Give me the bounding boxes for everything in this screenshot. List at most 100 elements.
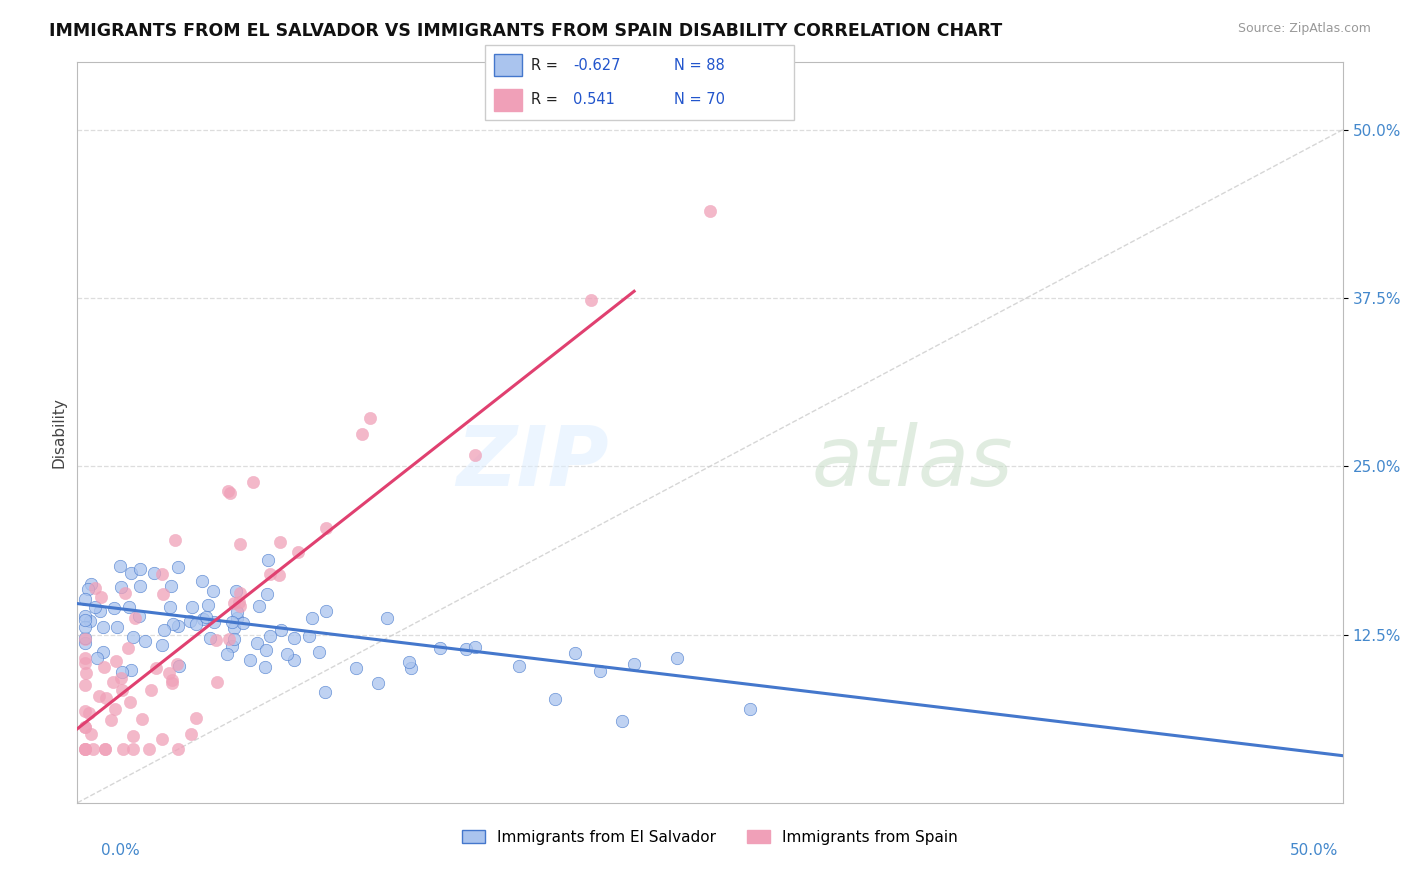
- Text: IMMIGRANTS FROM EL SALVADOR VS IMMIGRANTS FROM SPAIN DISABILITY CORRELATION CHAR: IMMIGRANTS FROM EL SALVADOR VS IMMIGRANT…: [49, 22, 1002, 40]
- Point: [104, 654, 127, 668]
- Point: [167, 619, 190, 633]
- Y-axis label: Disability: Disability: [51, 397, 66, 468]
- Point: [464, 448, 486, 462]
- Point: [122, 729, 145, 743]
- Point: [301, 611, 323, 625]
- Point: [270, 623, 292, 637]
- Point: [464, 640, 486, 655]
- Point: [239, 653, 262, 667]
- Point: [202, 615, 225, 630]
- Point: [82, 742, 104, 756]
- Point: [610, 714, 633, 728]
- Point: [73, 620, 96, 634]
- Point: [73, 636, 96, 650]
- Point: [184, 711, 207, 725]
- Point: [73, 678, 96, 692]
- Point: [200, 632, 222, 646]
- Point: [90, 590, 112, 604]
- Point: [186, 617, 208, 632]
- Point: [195, 610, 218, 624]
- Point: [429, 640, 451, 655]
- FancyBboxPatch shape: [485, 45, 794, 120]
- Point: [344, 661, 367, 675]
- Point: [579, 293, 602, 308]
- Text: N = 70: N = 70: [673, 93, 724, 107]
- Point: [162, 676, 184, 690]
- Point: [77, 582, 100, 597]
- Point: [89, 604, 111, 618]
- Point: [153, 623, 176, 637]
- Point: [86, 651, 108, 665]
- Point: [508, 659, 530, 673]
- Point: [138, 742, 160, 756]
- Point: [134, 633, 156, 648]
- Point: [242, 475, 264, 490]
- Point: [100, 713, 122, 727]
- Point: [215, 648, 238, 662]
- Text: -0.627: -0.627: [574, 58, 620, 72]
- Point: [259, 566, 281, 581]
- Point: [283, 631, 305, 645]
- Point: [247, 599, 270, 613]
- Point: [167, 658, 190, 673]
- Point: [73, 591, 96, 606]
- Point: [699, 203, 721, 218]
- Point: [308, 645, 330, 659]
- Point: [287, 545, 309, 559]
- Point: [120, 663, 142, 677]
- Point: [121, 630, 143, 644]
- Point: [166, 657, 188, 671]
- Point: [80, 727, 103, 741]
- Point: [254, 643, 277, 657]
- Point: [229, 599, 252, 613]
- Point: [197, 598, 219, 612]
- Point: [91, 620, 114, 634]
- Point: [167, 742, 190, 756]
- Text: N = 88: N = 88: [673, 58, 724, 72]
- Point: [267, 567, 290, 582]
- Point: [315, 521, 337, 535]
- Point: [73, 720, 96, 734]
- Point: [221, 639, 243, 653]
- Point: [159, 599, 181, 614]
- Point: [145, 660, 167, 674]
- Point: [75, 665, 97, 680]
- Point: [399, 661, 422, 675]
- Point: [205, 632, 228, 647]
- Point: [221, 615, 243, 629]
- Point: [120, 695, 142, 709]
- Point: [91, 645, 114, 659]
- Text: ZIP: ZIP: [456, 422, 609, 503]
- Point: [738, 702, 761, 716]
- Point: [167, 559, 190, 574]
- Point: [224, 596, 246, 610]
- Point: [226, 605, 249, 619]
- Point: [73, 651, 96, 665]
- Point: [254, 660, 277, 674]
- Point: [152, 587, 174, 601]
- Point: [73, 632, 96, 646]
- Point: [564, 646, 586, 660]
- Point: [246, 635, 269, 649]
- Point: [352, 426, 374, 441]
- Point: [83, 581, 105, 595]
- Point: [103, 601, 125, 615]
- FancyBboxPatch shape: [495, 54, 522, 77]
- Point: [129, 579, 152, 593]
- Point: [73, 704, 96, 718]
- Point: [120, 566, 142, 580]
- Point: [73, 631, 96, 645]
- Point: [256, 553, 278, 567]
- Point: [623, 657, 645, 672]
- Point: [150, 638, 173, 652]
- Point: [73, 608, 96, 623]
- Point: [232, 616, 254, 631]
- Point: [222, 622, 245, 636]
- Point: [110, 580, 132, 594]
- Point: [367, 676, 389, 690]
- Point: [128, 609, 150, 624]
- Point: [117, 641, 139, 656]
- Point: [259, 629, 281, 643]
- Point: [111, 742, 134, 756]
- Point: [73, 742, 96, 756]
